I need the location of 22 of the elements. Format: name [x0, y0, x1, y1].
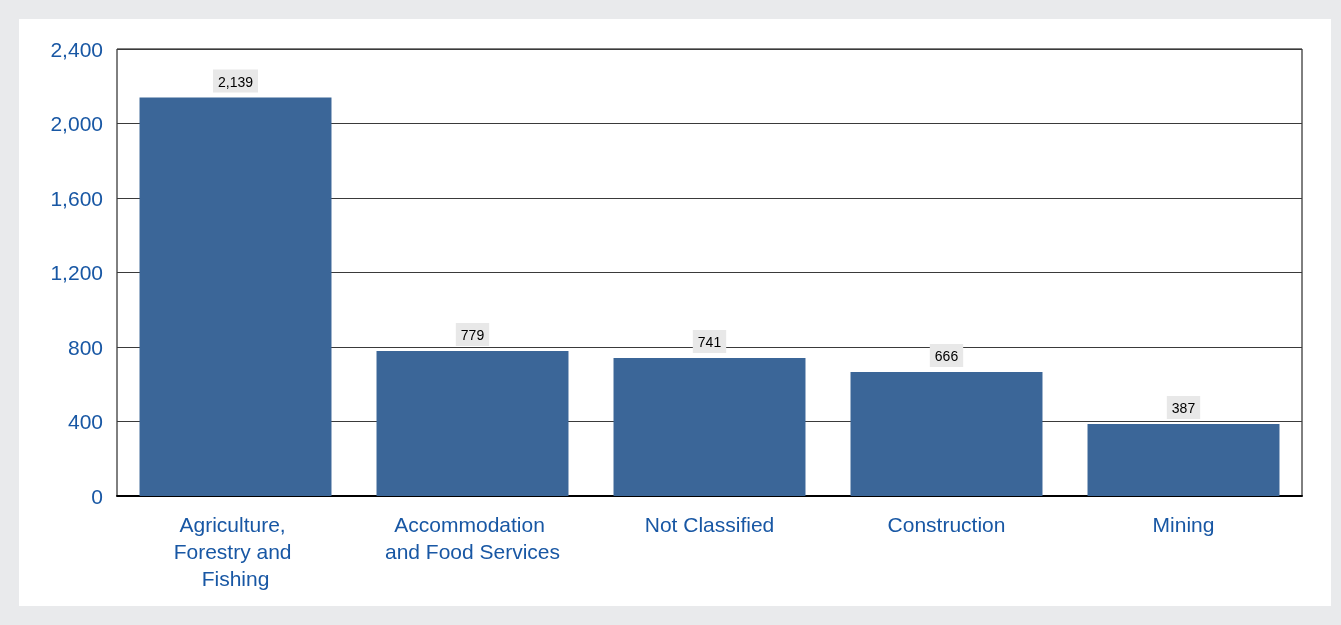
y-tick-label: 400: [67, 410, 103, 433]
data-label: 741: [697, 333, 722, 350]
bar: [1087, 423, 1280, 496]
y-tick-label: 2,000: [50, 112, 103, 135]
bar: [139, 97, 332, 496]
data-label: 2,139: [217, 73, 254, 90]
x-tick-label: Construction: [887, 513, 1006, 536]
y-tick-label: 800: [67, 335, 103, 359]
x-tick-label: Mining: [1152, 513, 1215, 536]
x-tick-label: Accommodation and Food Services: [384, 513, 561, 563]
data-label: 666: [934, 347, 959, 364]
x-tick-label: Not Classified: [644, 513, 775, 536]
y-tick-label: 2,400: [50, 37, 103, 61]
bar: [376, 350, 569, 496]
data-label: 779: [460, 326, 485, 343]
y-tick-label: 0: [91, 484, 103, 508]
bar: [850, 371, 1043, 496]
y-tick-label: 1,600: [50, 186, 103, 210]
bar: [613, 357, 806, 496]
y-tick-label: 1,200: [50, 261, 103, 284]
data-label: 387: [1171, 399, 1196, 416]
x-tick-label: Agriculture, Forestry and Fishing: [173, 513, 298, 590]
